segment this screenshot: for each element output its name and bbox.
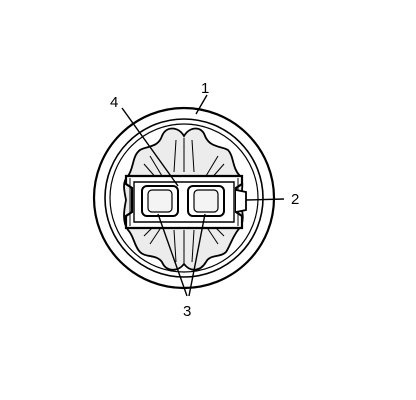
leader-4 [121,107,179,187]
leader-3a [157,213,188,297]
leader-3b [188,213,206,297]
callout-4: 4 [110,94,118,111]
leader-1 [195,94,208,115]
callout-2: 2 [291,191,299,208]
terminals [141,185,225,217]
leader-2 [245,198,285,201]
locking-tab [235,189,247,213]
leader-lines [121,94,285,297]
callout-1: 1 [201,80,209,97]
callout-3: 3 [183,303,191,320]
